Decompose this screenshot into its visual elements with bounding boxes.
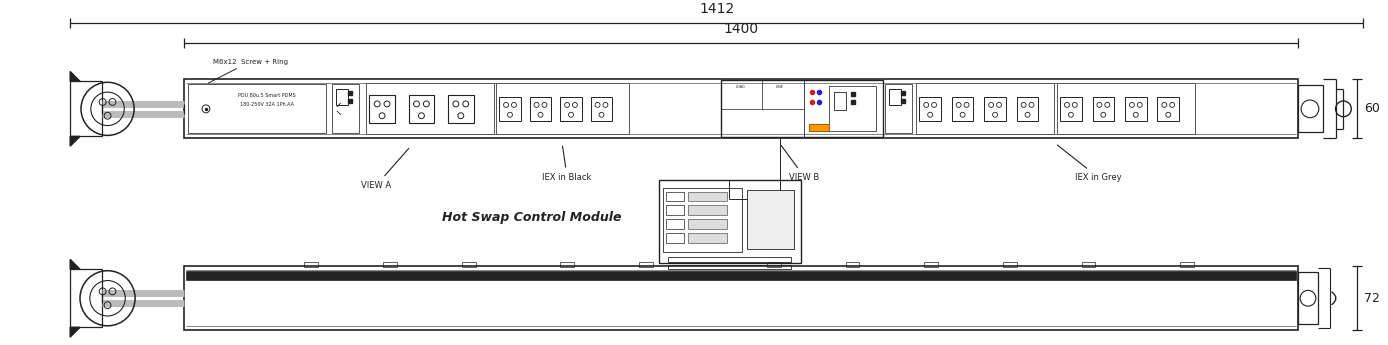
Polygon shape [71, 259, 81, 269]
Bar [1081, 262, 1095, 267]
Bar [688, 191, 727, 201]
Bar [688, 219, 727, 229]
Bar [1092, 97, 1115, 121]
Bar [500, 97, 520, 121]
Bar [845, 262, 859, 267]
Text: M6x12  Screw + Ring: M6x12 Screw + Ring [208, 59, 287, 83]
Bar [747, 189, 794, 248]
Polygon shape [71, 327, 81, 337]
Bar [71, 269, 101, 327]
Bar [1158, 97, 1178, 121]
Bar [189, 84, 326, 134]
Bar [530, 97, 551, 121]
Bar [888, 89, 901, 105]
Polygon shape [71, 136, 81, 146]
Bar [1004, 262, 1017, 267]
Bar [185, 266, 1298, 330]
Bar [666, 233, 684, 243]
Bar [1298, 272, 1317, 324]
Bar [720, 80, 883, 137]
Bar [383, 262, 397, 267]
Bar [1180, 262, 1194, 267]
Bar [304, 262, 318, 267]
Text: 72: 72 [1364, 292, 1380, 305]
Bar [919, 97, 941, 121]
Bar [663, 188, 743, 252]
Bar [666, 191, 684, 201]
Bar [666, 219, 684, 229]
Bar [669, 257, 791, 262]
Bar [1060, 97, 1081, 121]
Text: VIEW B: VIEW B [781, 146, 820, 182]
Text: 1412: 1412 [700, 2, 734, 16]
Bar [369, 95, 394, 122]
Text: LINE: LINE [776, 85, 784, 89]
Text: VIEW A: VIEW A [361, 148, 409, 189]
Bar [497, 83, 629, 135]
Bar [766, 262, 780, 267]
Bar [448, 95, 473, 122]
Bar [591, 97, 612, 121]
Bar [186, 271, 1296, 280]
Bar [916, 83, 1053, 135]
Bar [366, 83, 494, 135]
Bar [71, 81, 101, 136]
Text: 60: 60 [1364, 102, 1380, 115]
Bar [638, 262, 652, 267]
Bar [1017, 97, 1038, 121]
Bar [336, 89, 347, 105]
Text: IEX in Black: IEX in Black [543, 146, 591, 182]
Bar [669, 265, 791, 269]
Bar [561, 97, 582, 121]
Bar [952, 97, 973, 121]
Text: LOAD: LOAD [736, 85, 745, 89]
Text: 180-250V 32A 1Ph.AA: 180-250V 32A 1Ph.AA [240, 102, 294, 107]
Bar [809, 124, 829, 131]
Polygon shape [71, 71, 81, 81]
Bar [1298, 85, 1323, 132]
Bar [1126, 97, 1146, 121]
Bar [332, 84, 359, 134]
Bar [886, 84, 912, 134]
Bar [666, 205, 684, 215]
Bar [984, 97, 1006, 121]
Bar [658, 180, 801, 263]
Text: PDU 80u.5 Smart PDMS: PDU 80u.5 Smart PDMS [239, 92, 296, 98]
Bar [1058, 83, 1195, 135]
Bar [688, 205, 727, 215]
Bar [462, 262, 476, 267]
Text: IEX in Grey: IEX in Grey [1058, 145, 1122, 182]
Bar [561, 262, 575, 267]
Bar [924, 262, 938, 267]
Bar [688, 233, 727, 243]
Bar [408, 95, 434, 122]
Text: Hot Swap Control Module: Hot Swap Control Module [443, 210, 622, 224]
Text: 1400: 1400 [723, 22, 759, 36]
Bar [185, 79, 1298, 138]
Bar [829, 86, 876, 131]
Bar [834, 92, 845, 110]
